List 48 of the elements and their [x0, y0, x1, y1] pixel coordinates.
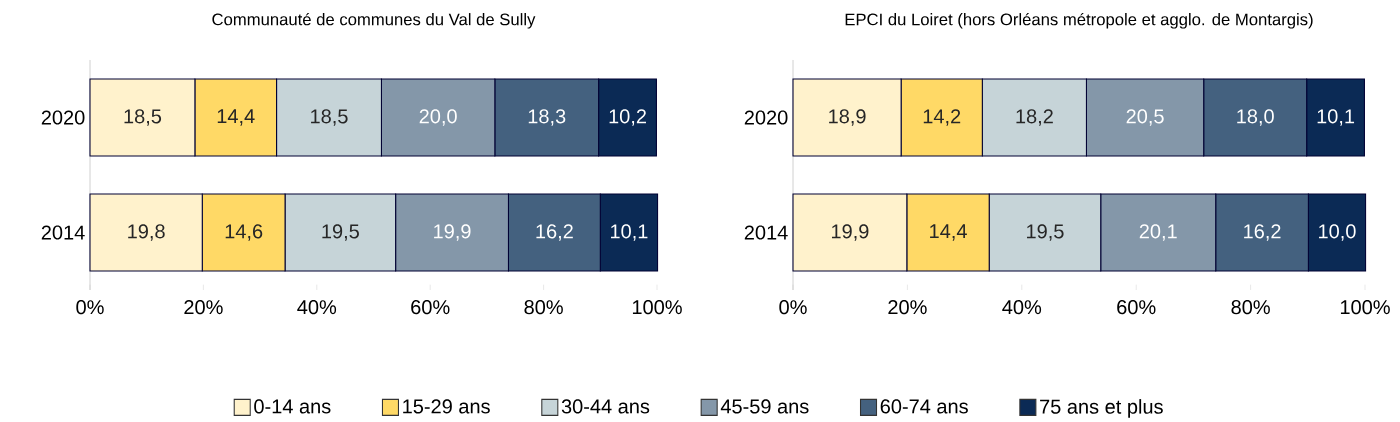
data-label: 14,4	[930, 224, 967, 241]
y-tick-label: 2014	[41, 225, 85, 240]
x-tick-label: 60%	[1117, 300, 1156, 315]
data-label: 16,2	[536, 224, 573, 241]
data-label: 18,5	[124, 109, 162, 126]
data-label: 18,0	[1237, 109, 1274, 126]
legend-label: 15-29 ans	[403, 399, 490, 414]
x-tick-label: 0%	[76, 300, 104, 315]
x-tick-label: 0%	[779, 300, 807, 315]
data-label: 10,1	[1317, 109, 1355, 126]
data-label: 19,5	[322, 224, 359, 241]
y-tick-label: 2014	[744, 225, 788, 240]
legend-label: 30-44 ans	[561, 399, 650, 414]
data-label: 10,0	[1319, 224, 1356, 241]
data-label: 19,8	[128, 224, 165, 241]
legend-label: 0-14 ans	[254, 399, 331, 414]
x-tick-label: 100%	[1340, 300, 1390, 315]
data-label: 14,6	[225, 224, 263, 241]
data-label: 20,0	[419, 109, 457, 126]
x-tick-label: 20%	[888, 300, 927, 315]
x-tick-label: 100%	[632, 300, 682, 315]
y-tick-label: 2020	[41, 110, 85, 125]
legend-label: 45-59 ans	[720, 399, 809, 414]
x-tick-label: 40%	[1002, 300, 1042, 315]
data-label: 18,5	[311, 109, 348, 126]
data-label: 19,9	[434, 224, 471, 241]
data-label: 14,2	[923, 109, 961, 126]
chart-title: Communauté de communes du Val de Sully	[212, 12, 536, 29]
data-label: 10,1	[611, 224, 648, 241]
legend-label: 60-74 ans	[880, 399, 968, 414]
data-label: 10,2	[609, 109, 646, 126]
x-tick-label: 60%	[411, 300, 450, 315]
x-tick-label: 80%	[1231, 300, 1270, 315]
data-label: 20,5	[1126, 109, 1164, 126]
chart-title: EPCI du Loiret (hors Orléans métropole et agglo. de Montargis)	[845, 12, 1313, 29]
data-label: 14,4	[217, 109, 255, 126]
y-tick-label: 2020	[744, 110, 788, 125]
data-label: 19,9	[831, 224, 869, 241]
x-tick-label: 20%	[184, 300, 223, 315]
legend-label: 75 ans et plus	[1040, 399, 1163, 418]
data-label: 18,9	[829, 109, 866, 126]
data-label: 19,5	[1027, 224, 1064, 241]
x-tick-label: 40%	[297, 300, 337, 315]
data-label: 18,2	[1016, 109, 1053, 126]
data-label: 20,1	[1139, 224, 1177, 241]
x-tick-label: 80%	[524, 300, 563, 315]
data-label: 18,3	[528, 109, 566, 126]
data-label: 16,2	[1244, 224, 1281, 241]
